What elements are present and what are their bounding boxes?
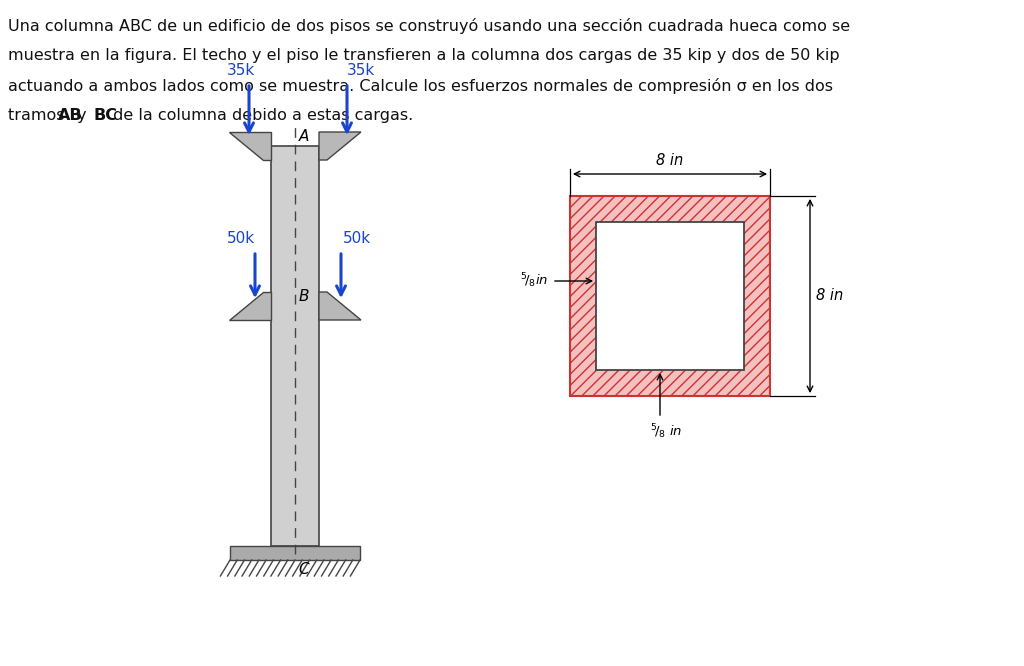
- Text: $^5\!/_{8}$ in: $^5\!/_{8}$ in: [650, 422, 682, 441]
- Bar: [570, 196, 770, 396]
- Text: AB: AB: [58, 108, 83, 123]
- Text: C: C: [298, 562, 308, 577]
- Polygon shape: [229, 292, 271, 320]
- Text: tramos: tramos: [8, 108, 70, 123]
- Text: y: y: [72, 108, 92, 123]
- Text: actuando a ambos lados como se muestra. Calcule los esfuerzos normales de compre: actuando a ambos lados como se muestra. …: [8, 78, 833, 94]
- Text: 35k: 35k: [227, 63, 255, 78]
- Text: B: B: [299, 289, 309, 304]
- Polygon shape: [229, 132, 271, 160]
- Text: 35k: 35k: [347, 63, 375, 78]
- Bar: [271, 146, 319, 546]
- Text: Una columna ABC de un edificio de dos pisos se construyó usando una sección cuad: Una columna ABC de un edificio de dos pi…: [8, 18, 850, 34]
- Text: $^5\!/_{8}$in: $^5\!/_{8}$in: [520, 272, 548, 290]
- Polygon shape: [319, 292, 361, 320]
- Text: BC: BC: [93, 108, 118, 123]
- Text: muestra en la figura. El techo y el piso le transfieren a la columna dos cargas : muestra en la figura. El techo y el piso…: [8, 48, 840, 63]
- Text: 50k: 50k: [343, 231, 371, 246]
- Text: 8 in: 8 in: [656, 153, 684, 168]
- Polygon shape: [319, 132, 361, 160]
- Text: 50k: 50k: [227, 231, 255, 246]
- Text: 8 in: 8 in: [816, 288, 843, 304]
- Text: A: A: [299, 129, 309, 144]
- Bar: [230, 546, 360, 560]
- Bar: [596, 222, 744, 370]
- Text: de la columna debido a estas cargas.: de la columna debido a estas cargas.: [108, 108, 413, 123]
